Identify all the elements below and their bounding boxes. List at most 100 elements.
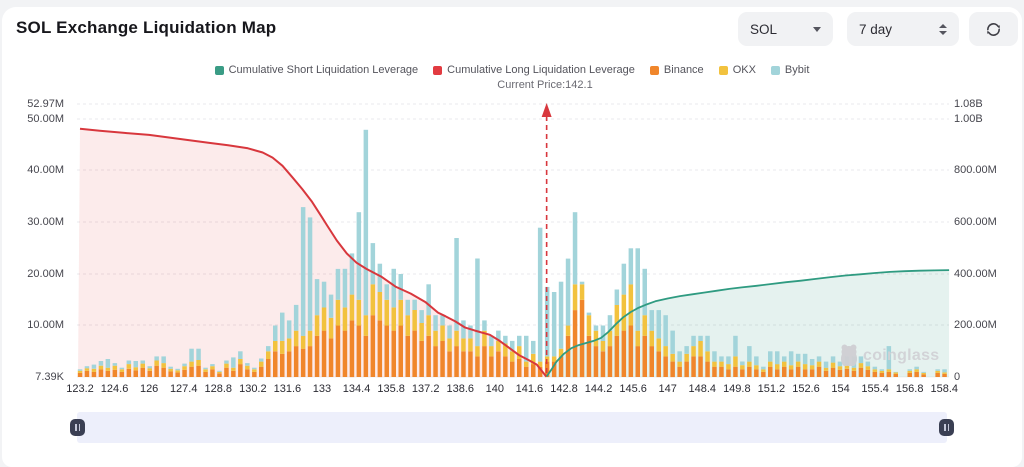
- okx-bar: [761, 369, 766, 372]
- okx-bar: [537, 361, 543, 367]
- x-axis-tick: 127.4: [169, 383, 198, 395]
- binance-bar: [189, 366, 194, 377]
- bybit-bar: [782, 356, 787, 362]
- binance-bar: [175, 372, 180, 377]
- x-axis-tick: 124.6: [100, 383, 129, 395]
- zoom-slider-track[interactable]: [77, 412, 947, 443]
- range-select[interactable]: 7 day: [847, 12, 959, 46]
- legend-item-2[interactable]: Binance: [649, 64, 704, 76]
- okx-bar: [531, 353, 536, 365]
- binance-bar: [210, 369, 215, 377]
- okx-bar: [851, 367, 857, 371]
- x-axis-tick: 151.2: [757, 383, 786, 395]
- okx-bar: [203, 369, 208, 372]
- binance-bar: [865, 369, 871, 377]
- okx-bar: [656, 338, 661, 352]
- okx-bar: [600, 340, 606, 352]
- binance-bar: [154, 365, 159, 377]
- binance-bar: [510, 361, 515, 378]
- okx-bar: [252, 369, 257, 372]
- binance-bar: [112, 369, 118, 377]
- okx-bar: [802, 364, 808, 370]
- bybit-bar: [712, 351, 717, 362]
- okx-bar: [593, 330, 599, 347]
- bybit-bar: [349, 253, 355, 295]
- bybit-bar: [642, 268, 647, 316]
- okx-bar: [712, 361, 717, 367]
- binance-bar: [593, 346, 599, 377]
- chart-card: SOL Exchange Liquidation Map SOL 7 day C…: [2, 7, 1022, 467]
- slider-handle-right[interactable]: [939, 419, 954, 436]
- left-axis-tick: 30.00M: [27, 216, 64, 228]
- bybit-bar: [105, 359, 111, 368]
- bybit-bar: [600, 325, 606, 341]
- binance-bar: [147, 370, 152, 377]
- x-axis-tick: 148.4: [688, 383, 717, 395]
- x-axis-tick: 158.4: [930, 383, 959, 395]
- bybit-bar: [447, 325, 452, 339]
- bybit-bar: [182, 363, 187, 367]
- okx-bar: [335, 299, 341, 326]
- binance-bar: [105, 370, 111, 377]
- legend-item-0[interactable]: Cumulative Short Liquidation Leverage: [214, 64, 418, 76]
- okx-bar: [872, 369, 878, 372]
- binance-bar: [91, 371, 97, 378]
- binance-bar: [475, 356, 480, 377]
- okx-bar: [670, 353, 675, 362]
- okx-bar: [865, 366, 871, 370]
- binance-bar: [266, 359, 271, 377]
- binance-bar: [342, 330, 348, 377]
- bybit-bar: [161, 356, 166, 364]
- binance-bar: [733, 366, 738, 377]
- okx-bar: [677, 361, 682, 367]
- okx-bar: [503, 343, 508, 357]
- bybit-bar: [266, 346, 271, 352]
- binance-bar: [572, 310, 578, 378]
- okx-bar: [391, 307, 396, 331]
- liquidation-chart[interactable]: [2, 7, 1024, 467]
- binance-bar: [754, 369, 759, 377]
- binance-bar: [942, 373, 947, 377]
- okx-bar: [454, 330, 459, 347]
- left-axis-tick: 20.00M: [27, 268, 64, 280]
- left-axis-tick: 7.39K: [35, 371, 64, 383]
- legend-item-1[interactable]: Cumulative Long Liquidation Leverage: [433, 64, 635, 76]
- okx-bar: [719, 361, 724, 367]
- binance-bar: [391, 330, 396, 377]
- x-axis-tick: 137.2: [411, 383, 440, 395]
- bybit-bar: [614, 289, 620, 305]
- okx-bar: [684, 353, 689, 362]
- binance-bar: [196, 365, 201, 377]
- bybit-bar: [91, 364, 97, 369]
- legend-label: Binance: [663, 64, 704, 76]
- legend-item-3[interactable]: OKX: [718, 64, 756, 76]
- binance-bar: [579, 299, 585, 378]
- bybit-bar: [754, 356, 759, 366]
- binance-bar: [384, 325, 389, 377]
- binance-bar: [328, 338, 334, 377]
- slider-handle-left[interactable]: [70, 419, 85, 436]
- okx-bar: [517, 346, 522, 359]
- okx-bar: [572, 284, 578, 311]
- watermark: coinglass: [838, 344, 940, 368]
- bybit-bar: [98, 361, 104, 366]
- binance-bar: [907, 372, 912, 377]
- binance-bar: [705, 361, 710, 378]
- okx-bar: [196, 360, 201, 366]
- bybit-bar: [293, 304, 299, 331]
- bybit-bar: [140, 360, 145, 364]
- bybit-bar: [398, 274, 403, 300]
- legend-swatch-icon: [433, 65, 443, 75]
- legend-item-4[interactable]: Bybit: [770, 64, 809, 76]
- bybit-bar: [314, 279, 320, 316]
- okx-bar: [468, 338, 473, 352]
- okx-bar: [795, 361, 801, 367]
- left-axis-tick: 10.00M: [27, 319, 64, 331]
- binance-bar: [412, 330, 417, 377]
- bybit-bar: [677, 351, 682, 362]
- bybit-bar: [579, 281, 585, 285]
- refresh-button[interactable]: [969, 12, 1018, 46]
- binance-bar: [663, 356, 668, 377]
- coin-select[interactable]: SOL: [738, 12, 833, 46]
- okx-bar: [314, 315, 320, 336]
